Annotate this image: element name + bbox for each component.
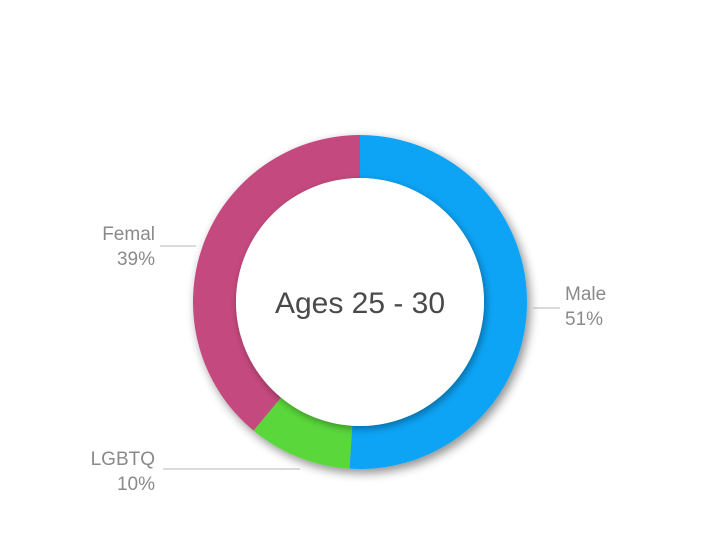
slice-lgbtq bbox=[253, 397, 353, 469]
donut-ring bbox=[193, 135, 527, 469]
slice-male bbox=[349, 135, 527, 469]
slice-percent-femal: 39% bbox=[117, 249, 155, 270]
slice-percent-male: 51% bbox=[565, 309, 603, 330]
center-title: Ages 25 - 30 bbox=[275, 287, 445, 320]
slice-label-male: Male bbox=[565, 284, 606, 305]
slice-percent-lgbtq: 10% bbox=[117, 474, 155, 495]
donut-hole bbox=[236, 178, 484, 426]
slice-femal bbox=[193, 135, 360, 431]
slice-label-femal: Femal bbox=[102, 224, 155, 245]
slice-label-lgbtq: LGBTQ bbox=[91, 449, 155, 470]
slice-labels: Male 51% LGBTQ 10% Femal 39% bbox=[91, 224, 607, 495]
